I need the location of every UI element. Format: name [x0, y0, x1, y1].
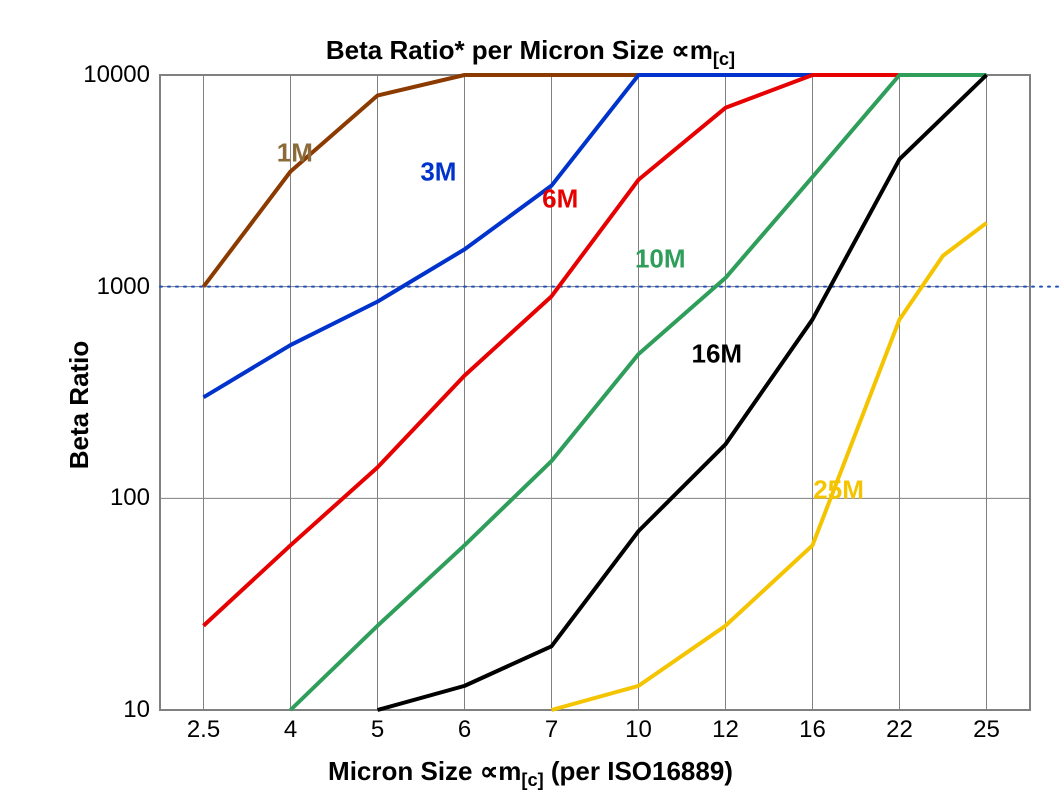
y-tick-label: 10000 — [83, 61, 160, 89]
plot-svg — [160, 75, 1030, 710]
y-axis-label: Beta Ratio — [64, 340, 95, 469]
y-tick-label: 100 — [110, 484, 160, 512]
x-tick-label: 22 — [886, 710, 913, 744]
x-tick-label: 10 — [625, 710, 652, 744]
series-line-6M — [204, 75, 987, 626]
x-tick-label: 12 — [712, 710, 739, 744]
y-tick-label: 1000 — [97, 273, 160, 301]
series-label-16M: 16M — [692, 339, 743, 370]
series-label-6M: 6M — [542, 183, 578, 214]
plot-area: 101001000100002.5456710121622251M3M6M10M… — [160, 75, 1030, 710]
series-label-3M: 3M — [420, 156, 456, 187]
x-tick-label: 16 — [799, 710, 826, 744]
series-label-25M: 25M — [813, 474, 864, 505]
x-axis-label: Micron Size ∝m[c] (per ISO16889) — [0, 756, 1061, 791]
x-tick-label: 25 — [973, 710, 1000, 744]
x-tick-label: 7 — [545, 710, 558, 744]
series-label-10M: 10M — [635, 244, 686, 275]
series-label-1M: 1M — [277, 137, 313, 168]
x-tick-label: 2.5 — [187, 710, 220, 744]
x-tick-label: 5 — [371, 710, 384, 744]
chart-container: Beta Ratio* per Micron Size ∝m[c] Beta R… — [0, 0, 1061, 809]
series-line-1M — [204, 75, 987, 287]
series-line-25M — [552, 223, 987, 710]
x-tick-label: 6 — [458, 710, 471, 744]
x-tick-label: 4 — [284, 710, 297, 744]
y-tick-label: 10 — [123, 696, 160, 724]
series-line-16M — [378, 75, 987, 710]
